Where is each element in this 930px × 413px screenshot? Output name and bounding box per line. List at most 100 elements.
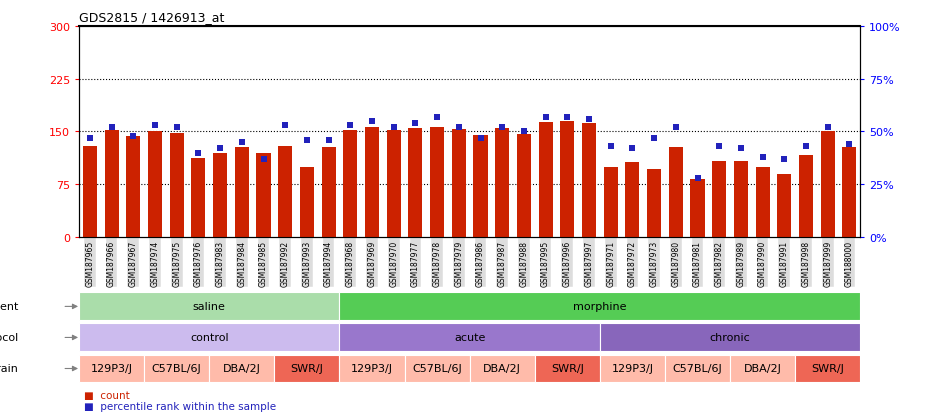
Bar — [820, 132, 835, 237]
Bar — [192, 159, 206, 237]
Bar — [126, 137, 140, 237]
Bar — [843, 147, 857, 237]
Bar — [213, 153, 227, 237]
Text: SWR/J: SWR/J — [811, 363, 844, 373]
Point — [169, 125, 184, 131]
Point — [495, 125, 510, 131]
Bar — [604, 167, 618, 237]
Point — [516, 129, 531, 135]
Text: GDS2815 / 1426913_at: GDS2815 / 1426913_at — [79, 11, 224, 24]
Bar — [777, 174, 791, 237]
Point — [408, 121, 423, 127]
Point — [126, 133, 140, 140]
Point — [734, 146, 749, 152]
Bar — [470, 355, 535, 382]
Point — [83, 135, 98, 142]
Text: 129P3/J: 129P3/J — [611, 363, 654, 373]
Bar — [234, 147, 249, 237]
Text: DBA/2J: DBA/2J — [484, 363, 521, 373]
Text: ■  count: ■ count — [84, 390, 129, 400]
Bar — [799, 155, 813, 237]
Bar — [755, 167, 770, 237]
Point — [646, 135, 661, 142]
Text: chronic: chronic — [710, 332, 751, 342]
Bar — [79, 355, 144, 382]
Point — [711, 144, 726, 150]
Bar — [730, 355, 795, 382]
Bar — [144, 355, 209, 382]
Point — [538, 114, 553, 121]
Text: 129P3/J: 129P3/J — [351, 363, 393, 373]
Point — [234, 140, 249, 146]
Text: SWR/J: SWR/J — [551, 363, 584, 373]
Point — [104, 125, 119, 131]
Text: SWR/J: SWR/J — [290, 363, 324, 373]
Text: DBA/2J: DBA/2J — [744, 363, 781, 373]
Point — [842, 142, 857, 148]
Text: strain: strain — [0, 363, 19, 374]
Bar — [339, 355, 405, 382]
Text: agent: agent — [0, 301, 19, 312]
Text: protocol: protocol — [0, 332, 19, 343]
Point — [690, 175, 705, 182]
Text: DBA/2J: DBA/2J — [223, 363, 260, 373]
Text: acute: acute — [454, 332, 485, 342]
Bar — [299, 167, 314, 237]
Text: control: control — [190, 332, 229, 342]
Bar — [209, 355, 274, 382]
Point — [473, 135, 488, 142]
Point — [321, 137, 336, 144]
Bar — [669, 147, 683, 237]
Text: C57BL/6J: C57BL/6J — [152, 363, 202, 373]
Bar — [452, 130, 466, 237]
Bar — [665, 355, 730, 382]
Bar — [83, 146, 97, 237]
Text: C57BL/6J: C57BL/6J — [672, 363, 723, 373]
Text: ■  percentile rank within the sample: ■ percentile rank within the sample — [84, 401, 276, 411]
Bar — [560, 121, 575, 237]
Text: C57BL/6J: C57BL/6J — [412, 363, 462, 373]
Bar — [365, 127, 379, 237]
Bar — [734, 161, 748, 237]
Bar — [274, 355, 339, 382]
Point — [343, 123, 358, 129]
Bar — [690, 179, 705, 237]
Point — [213, 146, 228, 152]
Point — [560, 114, 575, 121]
Bar — [408, 128, 422, 237]
Point — [755, 154, 770, 161]
Bar — [712, 161, 726, 237]
Bar — [339, 293, 860, 320]
Bar — [148, 132, 162, 237]
Point — [256, 156, 271, 163]
Bar — [79, 324, 339, 351]
Point — [386, 125, 401, 131]
Bar — [405, 355, 470, 382]
Point — [148, 123, 163, 129]
Point — [777, 156, 791, 163]
Bar — [517, 134, 531, 237]
Point — [669, 125, 684, 131]
Bar — [322, 147, 336, 237]
Point — [191, 150, 206, 157]
Bar — [495, 128, 510, 237]
Bar — [79, 293, 339, 320]
Point — [451, 125, 466, 131]
Bar — [647, 169, 661, 237]
Point — [278, 123, 293, 129]
Text: 129P3/J: 129P3/J — [90, 363, 133, 373]
Bar — [430, 127, 445, 237]
Point — [299, 137, 314, 144]
Bar — [343, 131, 357, 237]
Point — [430, 114, 445, 121]
Text: saline: saline — [193, 301, 226, 311]
Bar — [104, 131, 119, 237]
Bar — [625, 162, 640, 237]
Bar — [538, 123, 552, 237]
Bar — [535, 355, 600, 382]
Point — [625, 146, 640, 152]
Point — [820, 125, 835, 131]
Bar — [278, 146, 292, 237]
Point — [365, 118, 379, 125]
Bar — [169, 133, 184, 237]
